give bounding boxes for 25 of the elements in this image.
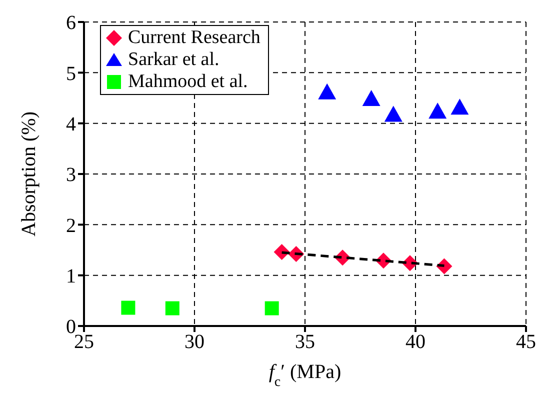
legend-label: Mahmood et al. (128, 71, 248, 93)
y-tick-label: 2 (66, 214, 76, 237)
point (428, 102, 447, 119)
legend-label: Sarkar et al. (128, 49, 220, 71)
point (264, 301, 279, 316)
x-tick-label: 25 (74, 331, 94, 354)
y-tick-label: 4 (66, 113, 76, 136)
x-tick-label: 30 (184, 331, 204, 354)
y-axis-title: Absorption (%) (18, 112, 40, 236)
x-tick-label: 45 (516, 331, 536, 354)
legend-label: Current Research (128, 27, 260, 49)
x-tick-label: 40 (406, 331, 426, 354)
point (318, 83, 336, 100)
y-tick-label: 1 (66, 265, 76, 288)
point (121, 300, 136, 315)
point (450, 98, 469, 115)
y-tick-label: 6 (66, 12, 76, 34)
point (384, 106, 402, 122)
point (165, 301, 180, 316)
y-tick-label: 5 (66, 62, 76, 85)
point (362, 90, 380, 106)
x-axis-title: f$_{c}$′ (MPa) (268, 361, 342, 390)
x-tick-label: 35 (295, 331, 315, 354)
y-tick-label: 0 (66, 316, 76, 338)
y-tick-label: 3 (66, 164, 76, 186)
